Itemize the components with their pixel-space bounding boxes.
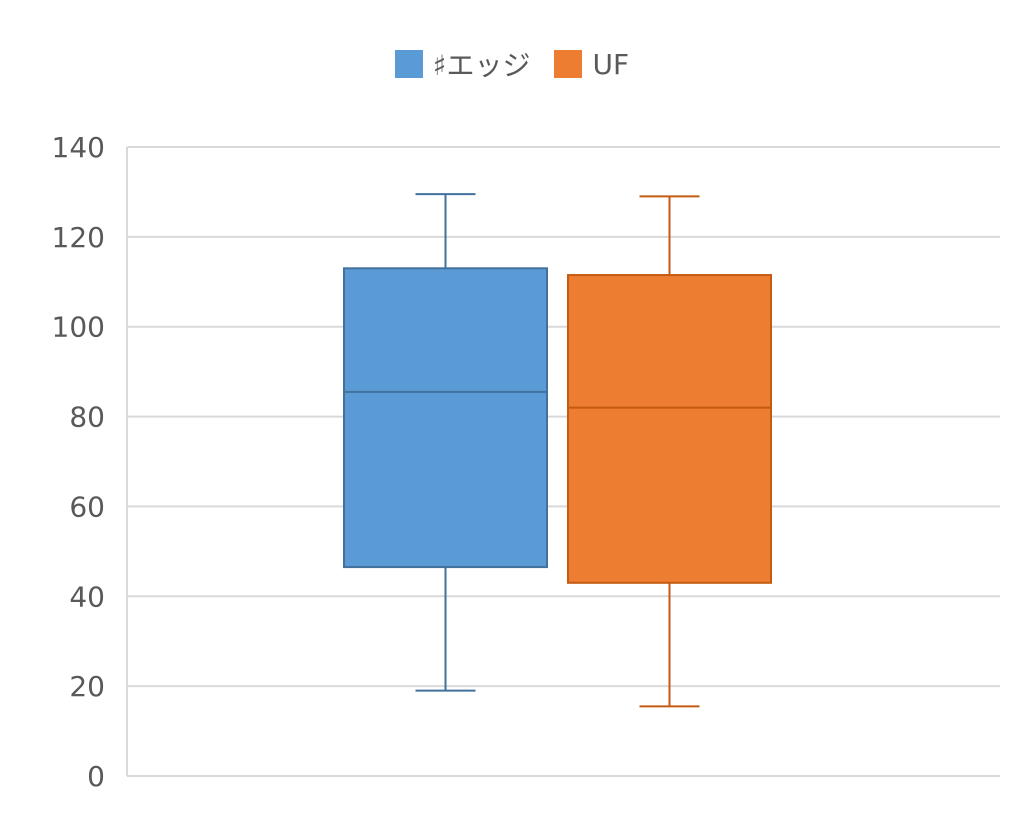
y-tick-label-80: 80	[69, 401, 105, 434]
y-tick-label-100: 100	[52, 311, 105, 344]
legend-label-edge: ♯エッジ	[432, 49, 531, 82]
y-tick-label-20: 20	[69, 670, 105, 703]
legend: ♯エッジ UF	[0, 44, 1024, 84]
legend-item-uf: UF	[554, 48, 629, 81]
legend-swatch-edge	[394, 50, 423, 78]
y-tick-label-0: 0	[87, 760, 105, 793]
y-tick-label-60: 60	[69, 490, 105, 523]
y-tick-label-120: 120	[52, 221, 105, 254]
box-uf	[567, 274, 772, 584]
box-edge	[343, 267, 548, 569]
y-tick-label-40: 40	[69, 580, 105, 613]
y-tick-label-140: 140	[52, 131, 105, 164]
legend-label-uf: UF	[592, 47, 630, 81]
legend-swatch-uf	[554, 50, 583, 78]
legend-item-edge: ♯エッジ	[394, 44, 531, 84]
